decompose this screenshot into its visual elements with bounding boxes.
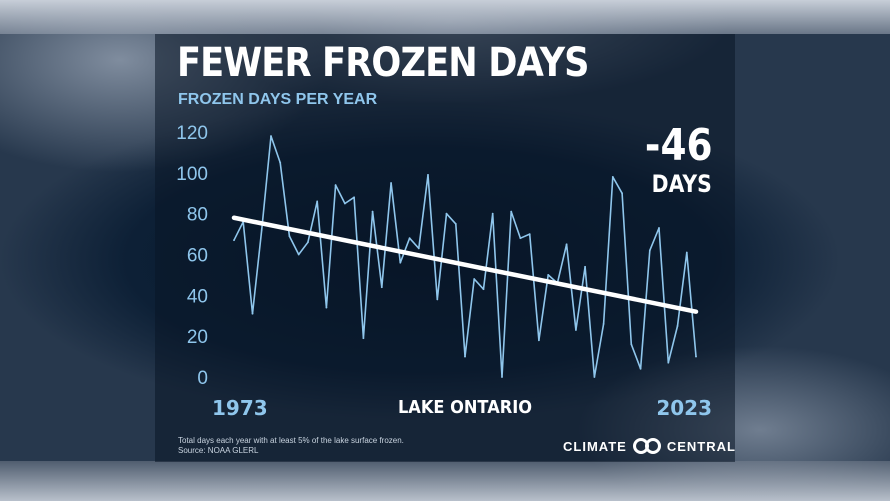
footnote: Total days each year with at least 5% of… [178,436,404,456]
data-point [565,243,568,246]
data-point [676,325,679,327]
y-tick-label: 20 [187,327,208,348]
data-point [436,298,439,301]
data-point [648,249,651,252]
data-point [454,223,457,225]
data-point [334,184,337,187]
data-point [685,251,688,254]
data-point [528,233,531,236]
data-point [445,212,448,215]
change-unit: DAYS [651,170,712,198]
data-point [260,229,263,231]
brand-logo: CLIMATE CENTRAL [563,436,736,456]
y-tick-label: 60 [187,246,208,267]
chart-panel [155,34,735,462]
data-point [667,361,670,364]
data-point [464,355,466,358]
data-point [307,241,309,244]
data-point [288,235,291,238]
chart-title: FEWER FROZEN DAYS [177,40,590,86]
x-tick-end: 2023 [656,396,712,420]
data-point [270,135,272,138]
data-point [399,261,402,264]
data-point [362,337,365,340]
climate-central-logo-icon [632,438,661,454]
data-point [519,237,522,240]
series-line-frozen-days [233,135,697,378]
footnote-line-source: Source: NOAA GLERL [178,446,259,455]
data-point [325,306,328,309]
data-point [611,176,614,178]
brand-word-left: CLIMATE [563,438,627,454]
data-point [233,239,235,242]
data-point [316,200,319,203]
y-tick-label: 80 [187,205,208,226]
data-point [575,329,577,331]
data-point [584,265,586,268]
data-point [473,278,476,280]
data-points [233,135,697,378]
data-point [482,288,485,291]
data-point [344,202,346,205]
data-point [695,355,697,358]
data-point [491,212,494,215]
y-axis: 0 20 40 60 80 100 120 [176,123,208,389]
footnote-line-definition: Total days each year with at least 5% of… [178,436,404,445]
satellite-snow-bottom [0,461,890,501]
brand-word-right: CENTRAL [666,438,736,454]
y-tick-label: 120 [176,123,208,144]
data-point [390,182,392,184]
data-point [593,376,596,378]
satellite-snow-top [0,0,890,34]
trend-line [231,215,699,314]
data-point [251,312,254,315]
chart-subtitle: FROZEN DAYS PER YEAR [178,91,378,108]
data-point [408,237,411,240]
data-point [279,161,282,164]
y-tick-label: 0 [197,368,208,389]
data-point [297,253,300,256]
data-point [538,339,540,342]
data-point [501,376,503,378]
lake-label: LAKE ONTARIO [397,397,533,418]
data-point [353,196,355,199]
data-point [639,367,642,370]
change-value: -46 [644,120,712,171]
data-point [658,227,660,229]
data-point [621,192,623,195]
data-point [602,323,605,325]
data-point [547,274,550,276]
data-point [630,343,633,346]
data-point [427,174,429,176]
data-point [417,247,420,250]
y-tick-label: 40 [187,286,208,307]
y-tick-label: 100 [176,164,208,185]
data-point [380,286,383,289]
data-point [371,210,374,213]
x-tick-start: 1973 [212,396,268,420]
data-point [510,210,513,213]
